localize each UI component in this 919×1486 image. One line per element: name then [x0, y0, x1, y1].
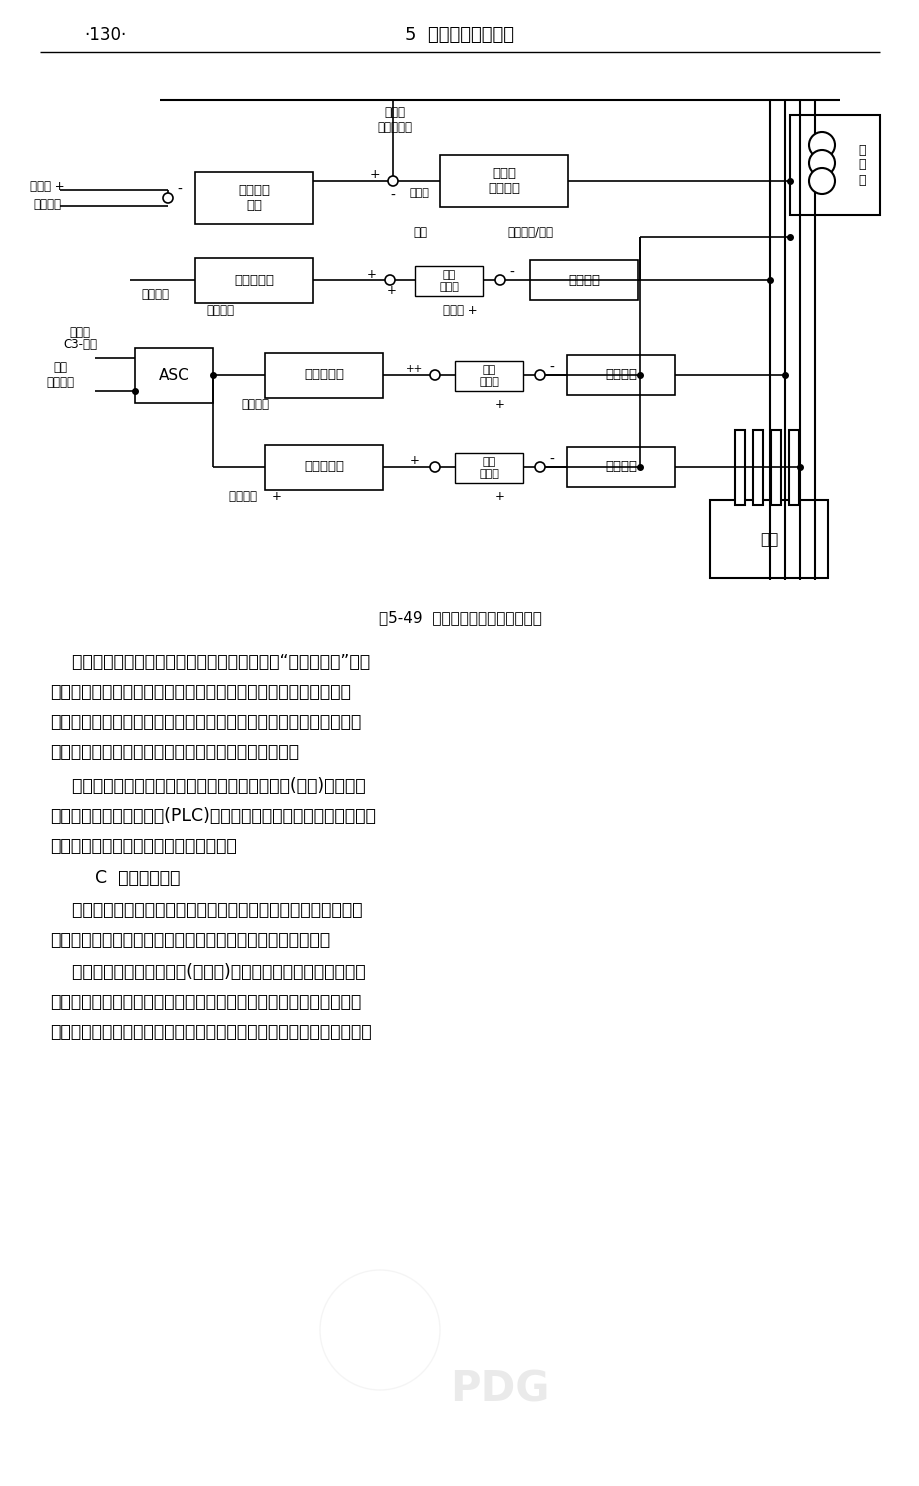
Text: 电炉: 电炉 — [759, 532, 777, 547]
Circle shape — [535, 462, 544, 473]
Text: 电极控制: 电极控制 — [605, 461, 636, 474]
Text: -: - — [177, 183, 182, 198]
Bar — [709, 499, 827, 578]
Text: 电极压放动作过程的程序控制，有手动顺序开关(按钮)、机电式: 电极压放动作过程的程序控制，有手动顺序开关(按钮)、机电式 — [50, 777, 365, 795]
Text: 设定电流: 设定电流 — [241, 398, 268, 412]
Text: +: + — [410, 455, 419, 468]
Text: +: + — [387, 284, 396, 297]
Text: ++: ++ — [406, 364, 423, 374]
Text: C3-因数: C3-因数 — [62, 339, 96, 352]
Circle shape — [163, 193, 173, 204]
Bar — [789, 114, 879, 215]
Circle shape — [494, 275, 505, 285]
Text: +: + — [494, 398, 505, 412]
Bar — [439, 155, 567, 207]
Text: 图5-49  还原电炉供电自动控制系统: 图5-49 还原电炉供电自动控制系统 — [378, 611, 541, 626]
Text: 通过采集多种电气参数，例如电炉操作电阻、电极电流和电压、有功功: 通过采集多种电气参数，例如电炉操作电阻、电极电流和电压、有功功 — [50, 1022, 371, 1042]
Text: 设定点校正: 设定点校正 — [233, 273, 274, 287]
Bar — [566, 355, 675, 395]
Bar — [734, 429, 744, 505]
Circle shape — [808, 132, 834, 158]
Text: 度。判定压放时机的方式，有定时压放，按电极电流平方定时累加判: 度。判定压放时机的方式，有定时压放，按电极电流平方定时累加判 — [50, 713, 361, 731]
Bar — [195, 259, 312, 303]
Text: -: - — [549, 361, 554, 374]
Text: ASC: ASC — [158, 367, 189, 382]
Text: 电极控制: 电极控制 — [605, 369, 636, 382]
Text: 电炉负荷
控制: 电炉负荷 控制 — [238, 184, 269, 212]
Text: 设定点校正: 设定点校正 — [303, 461, 344, 474]
Circle shape — [429, 462, 439, 473]
Text: 电极控制: 电极控制 — [567, 273, 599, 287]
Text: 设定点校正: 设定点校正 — [303, 369, 344, 382]
Text: 设定电流: 设定电流 — [141, 288, 169, 302]
Text: 作原则，以保证电极的正常焙烧速度和保持必要的电极工作端的长: 作原则，以保证电极的正常焙烧速度和保持必要的电极工作端的长 — [50, 684, 350, 701]
Bar — [752, 429, 762, 505]
Text: +: + — [494, 490, 505, 504]
Text: 变
压
器: 变 压 器 — [857, 144, 865, 187]
Text: -: - — [549, 453, 554, 467]
Text: 5  镍铁冶金主要设备: 5 镍铁冶金主要设备 — [405, 25, 514, 45]
Text: 此种方式多为小型还原电炉所采用；自动控制采用电子计算机系统，: 此种方式多为小型还原电炉所采用；自动控制采用电子计算机系统， — [50, 993, 361, 1010]
Text: 变压器: 变压器 — [410, 189, 429, 198]
Bar — [566, 447, 675, 487]
Text: +: + — [367, 267, 377, 281]
Text: ·130·: ·130· — [84, 25, 126, 45]
Circle shape — [429, 370, 439, 380]
Circle shape — [388, 175, 398, 186]
Text: 设定点 +: 设定点 + — [442, 303, 477, 317]
Bar — [265, 444, 382, 490]
Bar — [135, 348, 213, 403]
Text: 设定电流: 设定电流 — [206, 303, 233, 317]
Text: 设定电流    +: 设定电流 + — [228, 490, 281, 504]
Bar — [789, 429, 798, 505]
Text: 电炉负载: 电炉负载 — [33, 198, 61, 211]
Text: 设定点 +: 设定点 + — [29, 180, 64, 193]
Circle shape — [384, 275, 394, 285]
Text: PDG: PDG — [449, 1369, 550, 1412]
Text: -: - — [509, 266, 514, 279]
Bar — [455, 453, 522, 483]
Bar — [770, 429, 780, 505]
Bar — [529, 260, 637, 300]
Text: 校正
设定点: 校正 设定点 — [479, 458, 498, 478]
Text: 抽头: 抽头 — [413, 226, 426, 238]
Text: 设定点
变压器抽头: 设定点 变压器抽头 — [377, 106, 412, 134]
Text: 压放时机的选择至关重要，根据生产实践选择“勤压、少压”的操: 压放时机的选择至关重要，根据生产实践选择“勤压、少压”的操 — [50, 652, 369, 672]
Text: 定压放等，但往往凭人工观察和生产实践来判定压放。: 定压放等，但往往凭人工观察和生产实践来判定压放。 — [50, 743, 299, 761]
Text: -: - — [391, 189, 395, 204]
Text: 测量
电炉负荷: 测量 电炉负荷 — [46, 361, 74, 389]
Bar — [455, 361, 522, 391]
Bar — [195, 172, 312, 224]
Text: 用手动和自动两种控制方式，通过升降电极来调节电炉功率。: 用手动和自动两种控制方式，通过升降电极来调节电炉功率。 — [50, 932, 330, 950]
Text: C  电炉功率调节: C 电炉功率调节 — [95, 869, 180, 887]
Text: +: + — [369, 168, 380, 180]
Text: 为使输入电炉额定功率恒定，并力求维持三相功率平衡，通常采: 为使输入电炉额定功率恒定，并力求维持三相功率平衡，通常采 — [50, 901, 362, 918]
Circle shape — [535, 370, 544, 380]
Text: 变压器
抽头控制: 变压器 抽头控制 — [487, 166, 519, 195]
Text: 校正
设定点: 校正 设定点 — [479, 366, 498, 386]
Text: 手动控制为人工操作开关(或按钮)，使三相负荷电流达到恒定，: 手动控制为人工操作开关(或按钮)，使三相负荷电流达到恒定， — [50, 963, 365, 981]
Bar — [265, 354, 382, 398]
Bar — [414, 266, 482, 296]
Circle shape — [808, 168, 834, 195]
Text: 其电极压放控制也应纳入总体控制系统。: 其电极压放控制也应纳入总体控制系统。 — [50, 837, 236, 854]
Circle shape — [808, 150, 834, 175]
Text: 测量电流/电阻: 测量电流/电阻 — [506, 226, 552, 238]
Text: 所需的: 所需的 — [70, 327, 90, 339]
Text: 继电器、可编程序控制器(PLC)等方式。当采用计算机控制系统时，: 继电器、可编程序控制器(PLC)等方式。当采用计算机控制系统时， — [50, 807, 376, 825]
Text: 校正
设定点: 校正 设定点 — [438, 270, 459, 291]
